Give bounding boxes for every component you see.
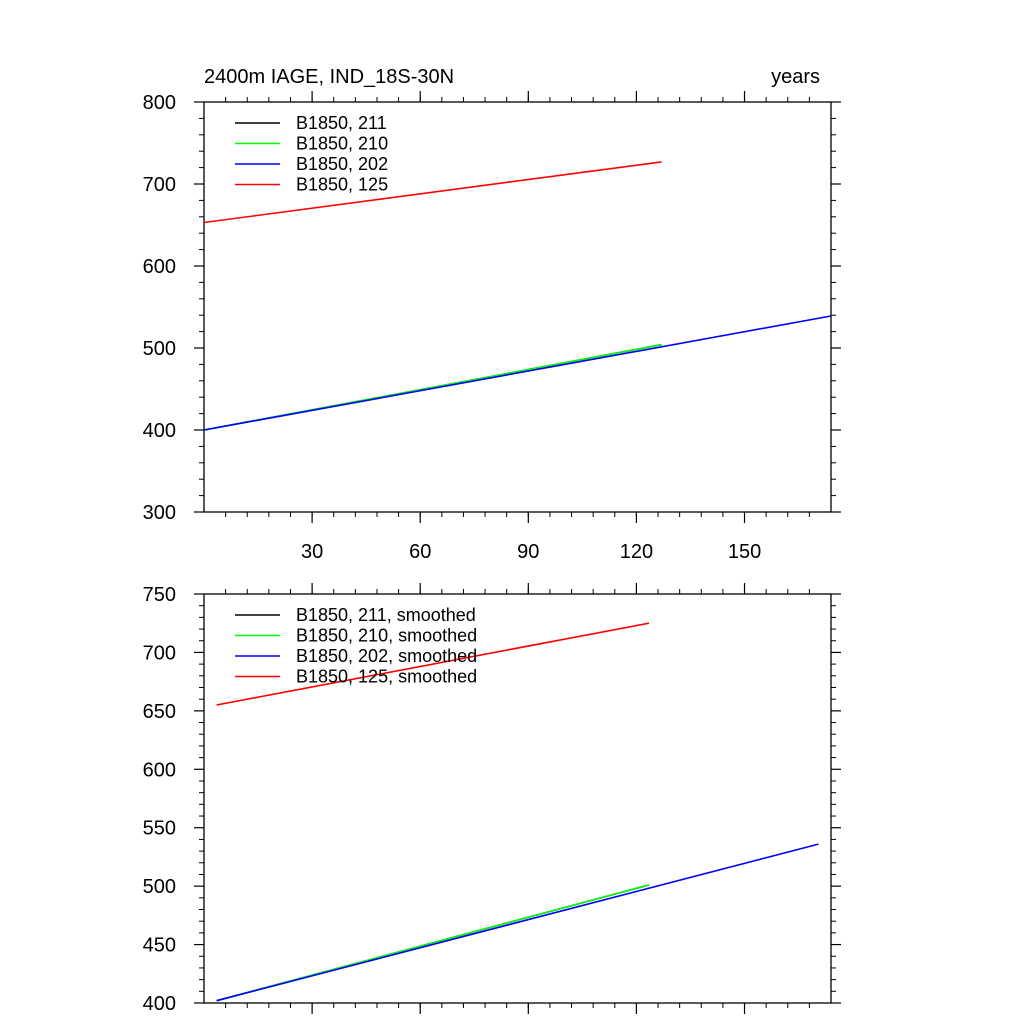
y-tick-label: 400 [143,993,176,1015]
chart-panel-2: 400 450 500 550 600 650 700 750 B1850, 211, smoo… [143,583,841,1015]
y-tick-label: 450 [143,935,176,957]
x-tick-label: 150 [728,541,761,563]
plot-frame [203,101,832,513]
y-tick-label: 750 [143,584,176,606]
legend-label: B1850, 210, smoothed [296,626,477,646]
y-tick-label: 700 [143,642,176,664]
y-tick-label: 550 [143,818,176,840]
y-tick-label: 700 [143,174,176,196]
y-tick-label: 800 [143,92,176,114]
series-line-3 [203,315,832,431]
y-tick-label: 650 [143,701,176,723]
series-line-3 [216,843,819,1002]
plot-frame [203,593,832,1004]
legend-label: B1850, 202 [296,154,388,174]
x-tick-label: 30 [301,541,323,563]
y-tick-label: 500 [143,338,176,360]
series-line-4 [216,622,650,706]
y-tick-label: 400 [143,420,176,442]
y-tick-label: 300 [143,502,176,524]
x-tick-label: 90 [517,541,539,563]
chart-panel-1: 300 400 500 600 700 800 30 60 90 120 150 2400m IAGE… [143,66,841,563]
chart-title: 2400m IAGE, IND_18S-30N [204,66,454,88]
legend-label: B1850, 125, smoothed [296,667,477,687]
legend-label: B1850, 211 [296,113,387,133]
legend-label: B1850, 125 [296,175,388,195]
y-tick-label: 600 [143,256,176,278]
legend-label: B1850, 202, smoothed [296,646,477,666]
legend-label: B1850, 210 [296,134,388,154]
legend-label: B1850, 211, smoothed [296,605,476,625]
y-tick-label: 600 [143,759,176,781]
x-tick-label: 120 [620,541,653,563]
series-line-4 [203,161,662,224]
y-tick-label: 500 [143,876,176,898]
x-tick-label: 60 [409,541,431,563]
chart-title-right: years [771,66,820,88]
